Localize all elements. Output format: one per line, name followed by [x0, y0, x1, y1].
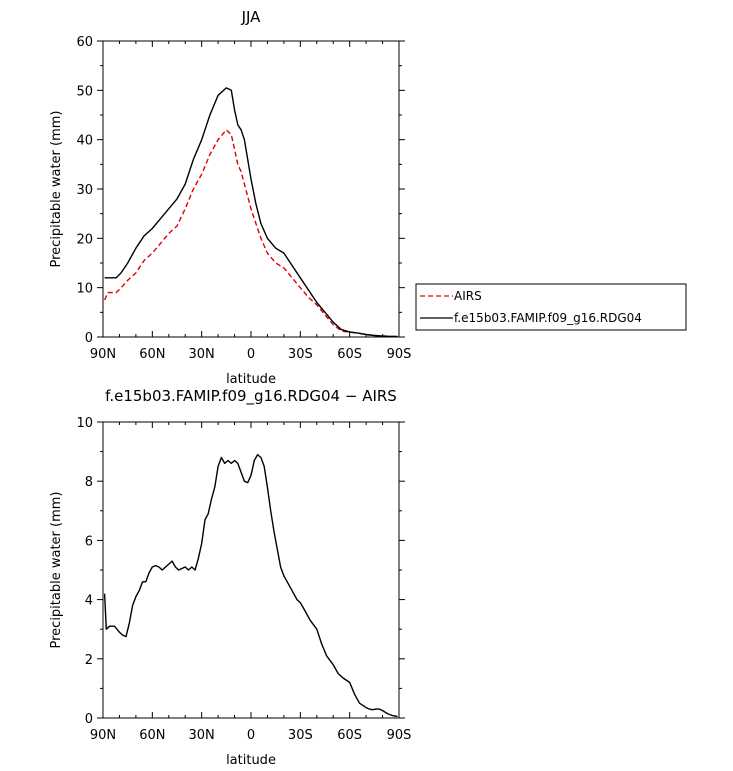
y-tick-label: 40: [76, 134, 93, 149]
x-ticks: 90N 60N 30N 0 30S 60S 90S: [90, 41, 412, 362]
x-ticks: 90N 60N 30N 0 30S 60S 90S: [90, 422, 412, 743]
series-line-1: [103, 453, 398, 718]
chart-title: JJA: [241, 8, 262, 26]
chart-title: f.e15b03.FAMIP.f09_g16.RDG04 − AIRS: [105, 387, 397, 406]
y-axis-label: Precipitable water (mm): [49, 111, 64, 268]
bottom-panel: f.e15b03.FAMIP.f09_g16.RDG04 − AIRS 90N 6…: [49, 387, 411, 768]
plot-frame: [102, 40, 400, 338]
x-tick-label: 90S: [387, 728, 412, 743]
legend-label-model: f.e15b03.FAMIP.f09_g16.RDG04: [454, 311, 642, 325]
y-tick-label: 30: [76, 183, 93, 198]
y-tick-label: 50: [76, 84, 93, 99]
x-tick-label: 30S: [288, 347, 313, 362]
x-tick-label: 30S: [288, 728, 313, 743]
y-ticks: 0 10 20 30 40 50 60: [76, 35, 405, 346]
legend-box: [415, 283, 687, 331]
y-tick-label: 4: [85, 594, 93, 609]
y-tick-label: 0: [85, 331, 93, 346]
legend-label-airs: AIRS: [454, 289, 482, 303]
y-tick-label: 10: [76, 282, 93, 297]
y-tick-label: 60: [76, 35, 93, 50]
y-axis-label: Precipitable water (mm): [49, 492, 64, 649]
x-tick-label: 0: [247, 347, 255, 362]
y-tick-label: 2: [85, 653, 93, 668]
series-line-2: [104, 87, 398, 338]
legend: AIRS f.e15b03.FAMIP.f09_g16.RDG04: [415, 283, 687, 331]
y-tick-label: 10: [76, 416, 93, 431]
y-tick-label: 6: [85, 534, 93, 549]
series-lines: [103, 453, 398, 718]
y-ticks: 0 2 4 6 8 10: [76, 416, 405, 727]
y-tick-label: 20: [76, 232, 93, 247]
x-tick-label: 90S: [387, 347, 412, 362]
x-tick-label: 90N: [90, 728, 116, 743]
x-tick-label: 30N: [189, 728, 215, 743]
x-tick-label: 60N: [139, 728, 165, 743]
x-tick-label: 60S: [337, 347, 362, 362]
top-panel: JJA 90N 60N 30N 0 30S 60S 90S 0 10 20 30 40 50 60 la…: [49, 8, 411, 387]
x-tick-label: 0: [247, 728, 255, 743]
y-tick-label: 8: [85, 475, 93, 490]
y-tick-label: 0: [85, 712, 93, 727]
x-axis-label: latitude: [226, 372, 276, 387]
x-tick-label: 60N: [139, 347, 165, 362]
series-line-1: [103, 129, 398, 338]
x-tick-label: 30N: [189, 347, 215, 362]
x-axis-label: latitude: [226, 753, 276, 768]
x-tick-label: 90N: [90, 347, 116, 362]
x-tick-label: 60S: [337, 728, 362, 743]
series-lines: [103, 87, 398, 338]
plot-frame: [102, 421, 400, 719]
